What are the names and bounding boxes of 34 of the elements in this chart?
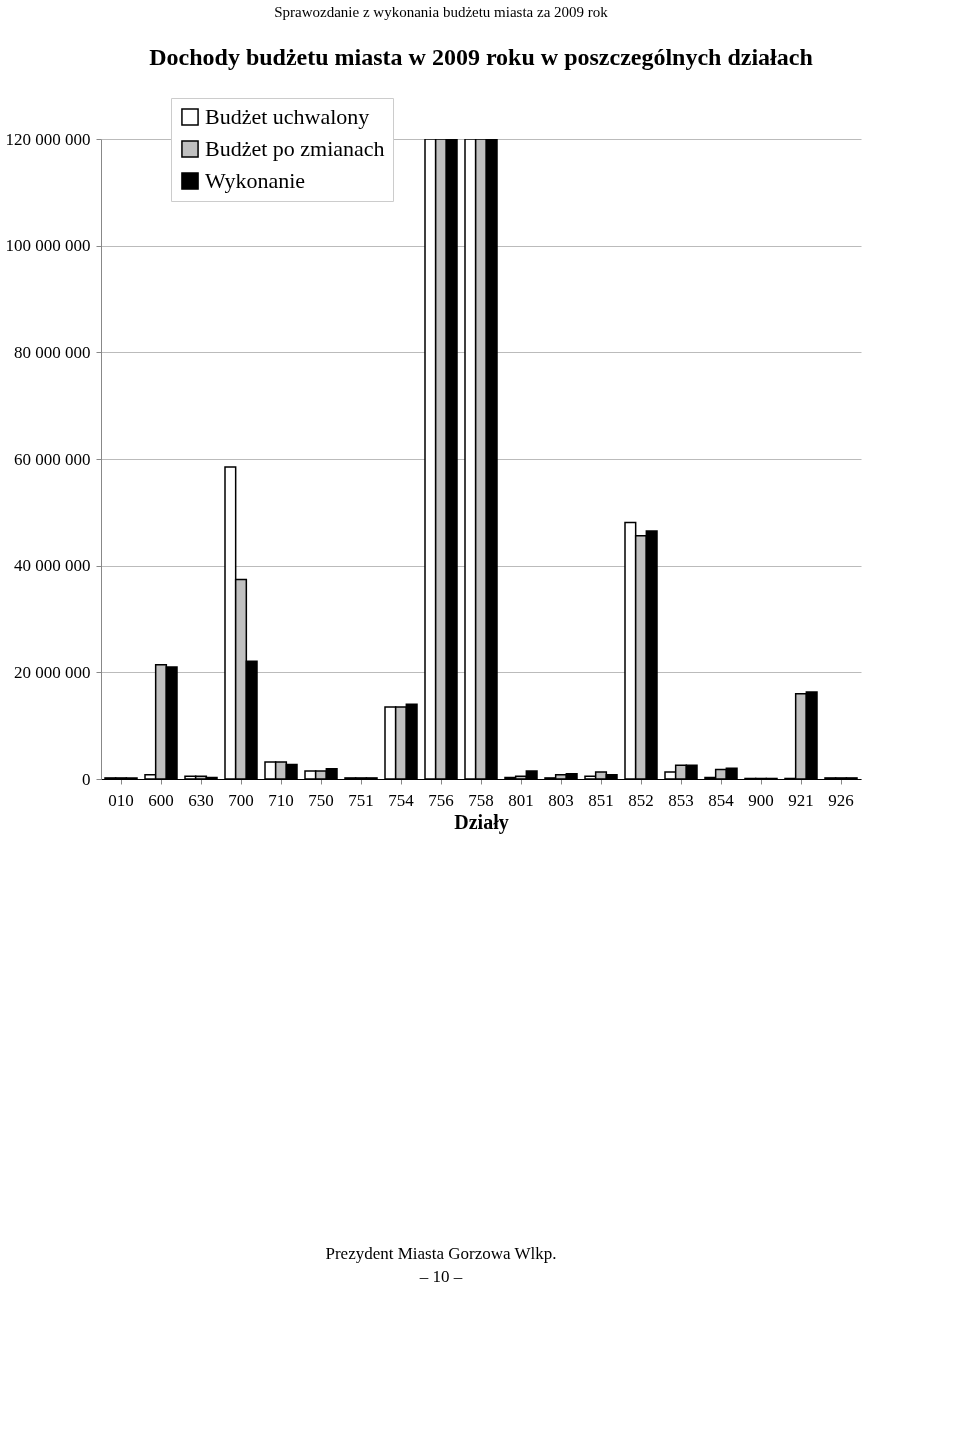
x-tick-label: 853 bbox=[668, 790, 694, 810]
x-tick-label: 851 bbox=[588, 790, 614, 810]
x-tick-label: 926 bbox=[828, 790, 854, 810]
x-tick-label: 921 bbox=[788, 790, 814, 810]
x-axis-title: Działy bbox=[454, 810, 509, 834]
x-tick-label: 630 bbox=[188, 790, 214, 810]
x-tick-label: 854 bbox=[708, 790, 735, 810]
x-tick-label: 710 bbox=[268, 790, 294, 810]
legend-label: Budżet uchwalony bbox=[205, 104, 370, 129]
text: Sprawozdanie z wykonania budżetu miasta za 2009 rok bbox=[274, 4, 609, 20]
y-tick-label: 0 bbox=[82, 769, 91, 789]
legend-label: Budżet po zmianach bbox=[205, 136, 385, 161]
legend-label: Wykonanie bbox=[205, 168, 306, 193]
x-tick-label: 754 bbox=[388, 790, 415, 810]
x-tick-label: 700 bbox=[228, 790, 254, 810]
chart-title: Dochody budżetu miasta w 2009 roku w poszczególnych działach bbox=[149, 44, 813, 70]
x-tick-label: 900 bbox=[748, 790, 774, 810]
x-tick-label: 803 bbox=[548, 790, 574, 810]
y-tick-label: 40 000 000 bbox=[14, 556, 91, 576]
y-tick-label: 20 000 000 bbox=[14, 662, 91, 682]
x-tick-label: 758 bbox=[468, 790, 494, 810]
y-tick-label: 60 000 000 bbox=[14, 449, 91, 469]
x-tick-label: 750 bbox=[308, 790, 334, 810]
text: – 10 – bbox=[418, 1267, 463, 1286]
x-tick-label: 801 bbox=[508, 790, 534, 810]
x-tick-label: 852 bbox=[628, 790, 654, 810]
x-tick-label: 751 bbox=[348, 790, 374, 810]
y-tick-label: 100 000 000 bbox=[5, 236, 91, 256]
x-tick-label: 756 bbox=[428, 790, 454, 810]
x-tick-label: 010 bbox=[108, 790, 134, 810]
y-tick-label: 120 000 000 bbox=[5, 129, 91, 149]
text: Prezydent Miasta Gorzowa Wlkp. bbox=[325, 1244, 557, 1263]
x-tick-label: 600 bbox=[148, 790, 174, 810]
y-tick-label: 80 000 000 bbox=[14, 342, 91, 362]
